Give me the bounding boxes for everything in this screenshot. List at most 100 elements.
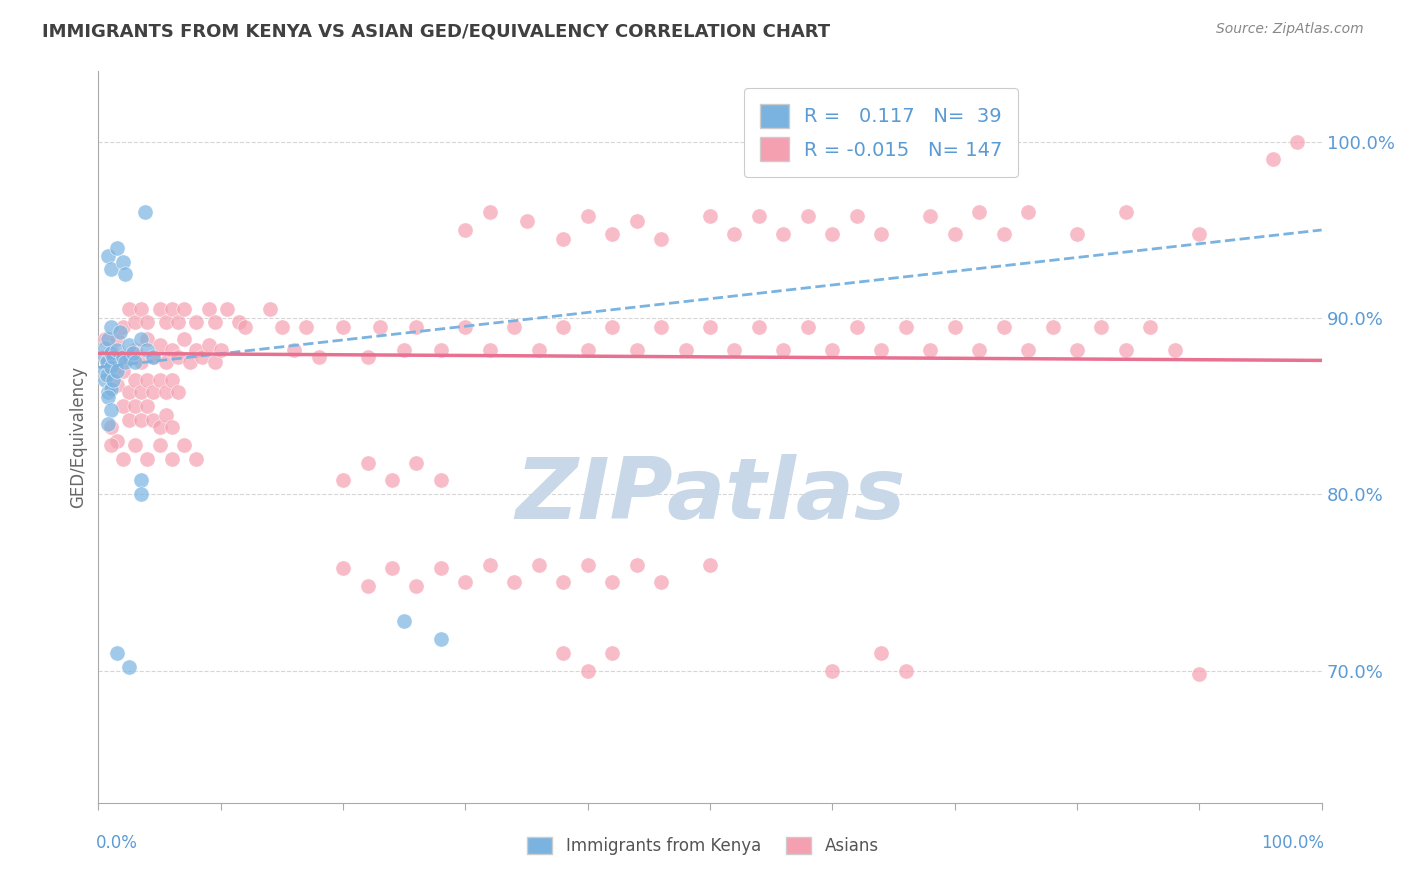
Point (1188, 667, 1211, 681)
Point (478, 343, 501, 357)
Point (870, 343, 893, 357)
Point (101, 364, 124, 378)
Point (1066, 343, 1088, 357)
Point (356, 456, 378, 470)
Point (121, 346, 143, 360)
Point (124, 355, 146, 369)
Point (392, 343, 416, 357)
Point (943, 320, 966, 334)
Point (105, 343, 128, 357)
Point (454, 575, 477, 590)
Point (993, 227, 1015, 241)
Point (723, 343, 745, 357)
Point (100, 320, 122, 334)
Point (920, 209, 942, 223)
Point (155, 315, 177, 329)
Point (650, 575, 672, 590)
Point (124, 373, 146, 387)
Point (356, 579, 378, 593)
Point (797, 209, 820, 223)
Point (93, 341, 115, 355)
Point (478, 558, 501, 572)
Point (675, 343, 697, 357)
Point (821, 664, 844, 678)
Point (515, 214, 537, 228)
Text: 0.0%: 0.0% (96, 834, 138, 852)
Point (576, 664, 599, 678)
Point (129, 413, 152, 427)
Point (167, 385, 190, 400)
Point (93, 350, 115, 364)
Point (270, 320, 294, 334)
Point (233, 320, 256, 334)
Point (1164, 343, 1187, 357)
Point (100, 360, 122, 375)
Point (699, 558, 721, 572)
Point (1090, 320, 1112, 334)
Point (748, 209, 770, 223)
Point (118, 660, 141, 674)
Point (454, 223, 477, 237)
Point (149, 438, 172, 452)
Point (1115, 343, 1137, 357)
Point (111, 364, 134, 378)
Point (167, 315, 190, 329)
Point (173, 332, 195, 346)
Point (167, 350, 190, 364)
Point (129, 332, 152, 346)
Point (1017, 205, 1039, 219)
Point (142, 350, 165, 364)
Point (845, 209, 868, 223)
Point (124, 438, 146, 452)
Point (821, 343, 844, 357)
Point (283, 343, 305, 357)
Point (100, 402, 122, 417)
Point (105, 434, 128, 449)
Point (149, 302, 172, 317)
Point (129, 355, 152, 369)
Point (96, 355, 118, 369)
Point (894, 664, 917, 678)
Point (179, 355, 201, 369)
Point (1066, 227, 1088, 241)
Point (142, 413, 165, 427)
Point (553, 320, 575, 334)
Point (124, 343, 146, 357)
Point (626, 558, 648, 572)
Point (870, 227, 893, 241)
Point (772, 227, 794, 241)
Point (1042, 320, 1064, 334)
Point (430, 632, 453, 646)
Point (553, 575, 575, 590)
Point (142, 350, 165, 364)
Point (96, 368, 118, 382)
Point (527, 558, 550, 572)
Point (97, 391, 120, 405)
Point (110, 325, 132, 339)
Point (160, 302, 183, 317)
Point (186, 343, 208, 357)
Point (155, 385, 177, 400)
Point (943, 227, 966, 241)
Text: ZIPatlas: ZIPatlas (515, 454, 905, 537)
Point (129, 487, 152, 501)
Point (228, 315, 250, 329)
Point (1261, 153, 1284, 167)
Point (191, 350, 214, 364)
Point (100, 261, 122, 276)
Point (97, 385, 120, 400)
Point (576, 558, 599, 572)
Point (129, 473, 152, 487)
Point (553, 232, 575, 246)
Point (430, 473, 453, 487)
Point (124, 399, 146, 413)
Point (797, 320, 820, 334)
Point (967, 205, 990, 219)
Point (381, 473, 404, 487)
Point (160, 420, 183, 434)
Point (332, 320, 354, 334)
Point (430, 343, 453, 357)
Point (110, 350, 132, 364)
Point (600, 646, 623, 660)
Point (295, 320, 318, 334)
